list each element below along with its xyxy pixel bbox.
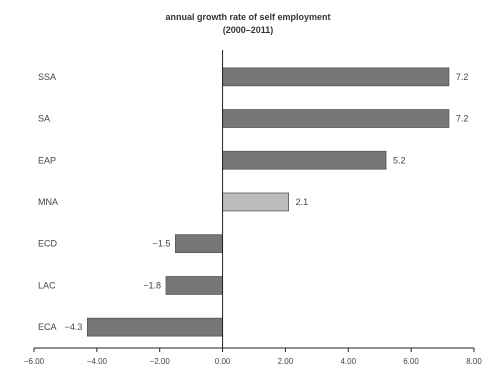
bar-eca: [87, 317, 223, 337]
data-label-lac: −1.8: [143, 280, 161, 290]
data-label-ssa: 7.2: [456, 72, 469, 82]
plot-area: SSA 7.2 SA 7.2 EAP 5.2 MNA 2.1 ECD −1.5 LAC −1.8 ECA…: [24, 50, 482, 366]
bar-lac: [165, 276, 223, 295]
category-label-sa: SA: [38, 114, 50, 124]
x-tick-label: 4.00: [341, 357, 357, 366]
category-label-eca: ECA: [38, 322, 57, 332]
bar-ecd: [174, 234, 223, 253]
data-label-sa: 7.2: [456, 114, 469, 124]
x-tick-label: −2.00: [150, 357, 171, 366]
x-tick-label: 6.00: [403, 357, 419, 366]
data-label-ecd: −1.5: [153, 239, 171, 249]
bar-mna: [222, 192, 290, 212]
data-label-eap: 5.2: [393, 155, 406, 165]
bar-eap: [222, 150, 387, 170]
category-label-lac: LAC: [38, 280, 56, 290]
chart-title-line-1: annual growth rate of self employment: [165, 12, 330, 22]
bar-ssa: [222, 67, 450, 87]
category-label-mna: MNA: [38, 197, 58, 207]
category-label-eap: EAP: [38, 155, 56, 165]
chart-title-line-2: (2000–2011): [223, 25, 274, 35]
bar-sa: [222, 109, 450, 128]
x-tick-label: −6.00: [24, 357, 45, 366]
x-tick-label: −4.00: [87, 357, 108, 366]
category-label-ssa: SSA: [38, 72, 56, 82]
category-label-ecd: ECD: [38, 239, 58, 249]
x-tick-label: 0.00: [215, 357, 231, 366]
x-tick-label: 8.00: [466, 357, 482, 366]
data-label-mna: 2.1: [296, 197, 309, 207]
data-label-eca: −4.3: [65, 322, 83, 332]
x-tick-label: 2.00: [278, 357, 294, 366]
